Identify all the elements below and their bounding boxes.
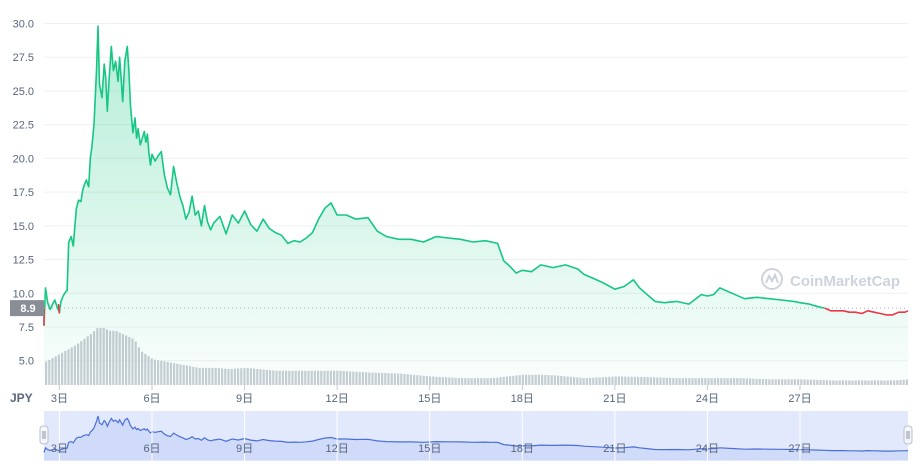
y-tick-label: 27.5 <box>13 52 34 64</box>
x-tick-label: 12日 <box>326 393 349 405</box>
navigator-series-line <box>43 415 909 453</box>
y-tick-label: 25.0 <box>13 86 34 98</box>
y-tick-label: 30.0 <box>13 18 34 30</box>
range-navigator[interactable]: 3日 6日 9日 12日 15日 18日 21日 24日 27日 <box>39 411 913 461</box>
navigator-tick-label: 12日 <box>326 443 349 455</box>
y-axis: 5.0 7.5 10.0 12.5 15.0 17.5 20.0 22.5 25.0 27.5 30… <box>13 18 34 367</box>
x-tick-label: 18日 <box>511 393 534 405</box>
navigator-ticks: 3日 6日 9日 12日 15日 18日 21日 24日 27日 <box>51 411 812 461</box>
y-tick-label: 20.0 <box>13 153 34 165</box>
y-tick-label: 12.5 <box>13 255 34 267</box>
price-line-down <box>824 307 909 316</box>
currency-label: JPY <box>10 391 33 405</box>
x-tick-label: 15日 <box>418 393 441 405</box>
current-price-badge: 8.9 <box>10 300 44 317</box>
navigator-tick-label: 27日 <box>788 443 811 455</box>
navigator-right-handle[interactable] <box>903 425 913 445</box>
navigator-tick-label: 3日 <box>51 443 68 455</box>
x-tick-label: 9日 <box>236 393 253 405</box>
x-tick-label: 6日 <box>143 393 160 405</box>
y-tick-label: 15.0 <box>13 221 34 233</box>
x-axis: 3日 6日 9日 12日 15日 18日 21日 24日 27日 <box>51 385 812 405</box>
coinmarketcap-logo-icon <box>761 268 783 290</box>
current-price-label: 8.9 <box>20 303 35 315</box>
y-tick-label: 5.0 <box>19 356 34 368</box>
navigator-tick-label: 9日 <box>236 443 253 455</box>
navigator-area <box>44 416 908 460</box>
x-tick-label: 3日 <box>51 393 68 405</box>
navigator-tick-label: 24日 <box>696 443 719 455</box>
price-area-fill <box>44 26 908 385</box>
price-line-down-early <box>57 303 61 314</box>
x-tick-label: 24日 <box>696 393 719 405</box>
navigator-tick-label: 15日 <box>418 443 441 455</box>
navigator-tick-label: 18日 <box>511 443 534 455</box>
y-tick-label: 22.5 <box>13 120 34 132</box>
navigator-left-handle[interactable] <box>39 425 49 445</box>
y-tick-label: 7.5 <box>19 322 34 334</box>
price-line-up <box>43 25 825 326</box>
y-tick-label: 10.0 <box>13 288 34 300</box>
watermark: CoinMarketCap <box>761 268 900 290</box>
price-area <box>44 26 908 385</box>
navigator-line <box>43 415 909 460</box>
x-tick-label: 27日 <box>788 393 811 405</box>
y-tick-label: 17.5 <box>13 187 34 199</box>
x-tick-label: 21日 <box>603 393 626 405</box>
watermark-text: CoinMarketCap <box>790 273 900 290</box>
navigator-tick-label: 21日 <box>603 443 626 455</box>
navigator-tick-label: 6日 <box>143 443 160 455</box>
